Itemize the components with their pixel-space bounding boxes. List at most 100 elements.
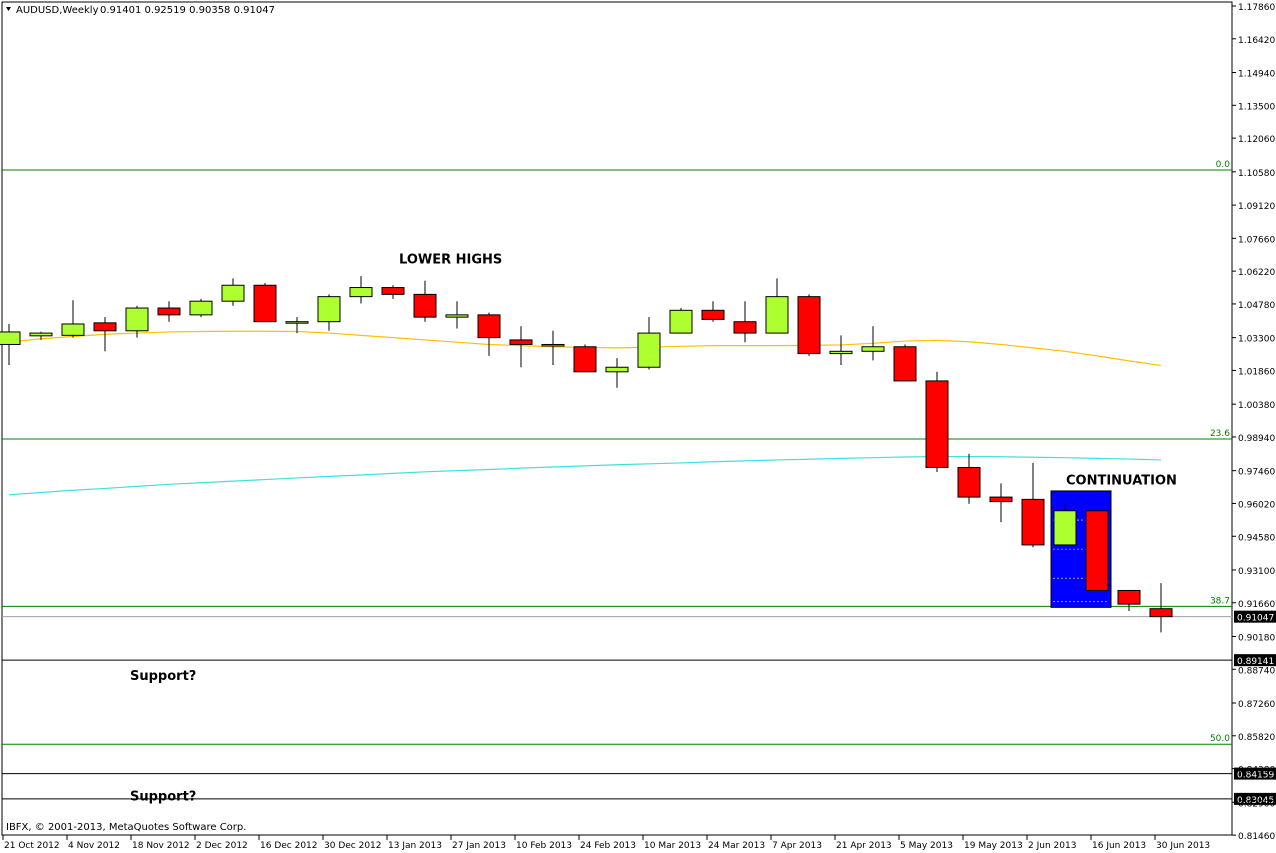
bull-candle-body [1053,510,1077,546]
candle [477,312,501,356]
x-tick-label: 30 Dec 2012 [324,841,382,851]
candle [701,301,725,322]
x-tick-label: 4 Nov 2012 [68,841,120,851]
y-tick-label: 1.07660 [1238,235,1275,245]
candle [765,278,789,334]
x-tick-label: 27 Jan 2013 [452,841,506,851]
bear-candle-body [157,307,181,316]
candle [925,371,949,473]
candle [157,301,181,322]
price-axis: 1.17860 1.16420 1.14940 1.13500 1.12060 1.105… [1232,3,1275,842]
candle [797,294,821,356]
y-tick-label: 0.96020 [1238,500,1275,510]
dropdown-arrow-icon[interactable] [6,7,11,11]
candle [93,317,117,352]
x-tick-label: 16 Jun 2013 [1092,841,1146,851]
price-marker-box [1234,654,1276,667]
time-axis: 21 Oct 2012 4 Nov 2012 18 Nov 2012 2 Dec 20… [2,835,1210,851]
x-tick-label: 24 Feb 2013 [580,841,636,851]
bear-candle-body [701,309,725,320]
candle [317,294,341,331]
price-marker-label: 0.84159 [1237,771,1274,781]
y-tick-label: 1.01860 [1238,367,1275,377]
y-tick-label: 1.14940 [1238,70,1275,80]
y-tick-label: 0.97460 [1238,468,1275,478]
bear-candle-body [253,284,277,323]
bull-candle-body [29,332,53,337]
y-tick-label: 1.04780 [1238,301,1275,311]
candle [605,358,629,388]
bull-candle-body [669,309,693,334]
fibonacci-levels: 0.0 23.6 38.7 50.0 [2,160,1232,745]
y-tick-label: 1.13500 [1238,102,1275,112]
bull-candle-body [637,332,661,368]
x-tick-label: 19 May 2013 [964,841,1023,851]
y-tick-label: 0.93100 [1238,567,1275,577]
bear-candle-body [477,314,501,339]
y-tick-label: 1.17860 [1238,3,1275,13]
x-tick-label: 10 Feb 2013 [516,841,572,851]
candles [0,276,1173,633]
bear-candle-body [1085,510,1109,591]
plot-frame [1,1,1233,836]
copyright-text: IBFX, © 2001-2013, MetaQuotes Software C… [6,822,246,833]
y-tick-label: 0.81460 [1238,832,1275,842]
x-tick-label: 2 Jun 2013 [1028,841,1076,851]
candle [445,301,469,329]
candle [1117,589,1141,611]
y-tick-label: 0.88740 [1238,666,1275,676]
y-tick-label: 1.03300 [1238,335,1275,345]
bull-candle-body [541,343,565,347]
bear-candle-body [1149,608,1173,618]
bull-candle-body [349,287,373,298]
bull-candle-body [0,331,21,345]
bear-candle-body [925,380,949,468]
x-tick-label: 21 Oct 2012 [4,841,60,851]
annotation-label: Support? [130,669,196,684]
bear-candle-body [413,293,437,318]
y-tick-label: 1.16420 [1238,36,1275,46]
bear-candle-body [733,321,757,334]
candle [1053,503,1077,546]
bull-candle-body [317,296,341,323]
fib-level-label: 38.7 [1210,596,1230,606]
candle [381,285,405,299]
candle [861,326,885,361]
x-tick-label: 30 Jun 2013 [1156,841,1210,851]
bear-candle-body [509,339,533,345]
candle [669,308,693,334]
bear-candle-body [989,496,1013,503]
annotation-label: Support? [130,789,196,804]
candle [509,326,533,368]
horizontal-lines: 0.91047 0.89141 0.84159 0.83045 [2,610,1276,806]
bear-candle-body [381,287,405,295]
bull-candle-body [61,323,85,336]
y-tick-label: 1.00380 [1238,401,1275,411]
price-marker-box [1234,792,1276,805]
candle [733,301,757,343]
bull-candle-body [765,296,789,334]
candle [573,344,597,373]
fib-level-label: 23.6 [1210,429,1230,439]
candle [829,335,853,365]
y-tick-label: 0.94580 [1238,533,1275,543]
candle [221,278,245,306]
bull-candle-body [605,366,629,373]
candle [349,276,373,304]
x-tick-label: 13 Jan 2013 [388,841,442,851]
candle [541,330,565,365]
bull-candle-body [861,346,885,352]
candle [1021,462,1045,548]
x-tick-label: 21 Apr 2013 [836,841,892,851]
annotations: LOWER HIGHS CONTINUATION Support? Support? [130,253,1177,805]
bull-candle-body [445,314,469,318]
chart-header: AUDUSD,Weekly 0.91401 0.92519 0.90358 0.… [6,5,275,16]
x-tick-label: 2 Dec 2012 [196,841,248,851]
x-tick-label: 7 Apr 2013 [772,841,822,851]
price-marker-label: 0.89141 [1237,657,1274,667]
candle [893,344,917,382]
candle [61,300,85,338]
y-tick-label: 0.90180 [1238,633,1275,643]
candle [0,323,21,365]
